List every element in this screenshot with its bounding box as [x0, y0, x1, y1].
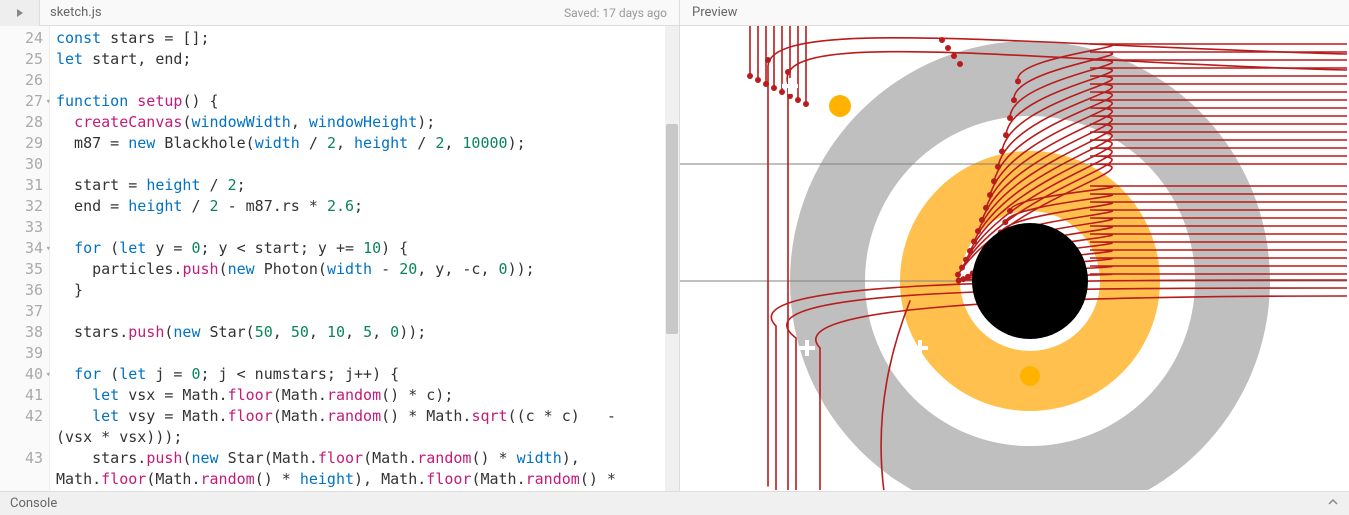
- scrollbar-thumb[interactable]: [666, 124, 678, 334]
- preview-header: Preview: [680, 0, 1349, 26]
- code-editor[interactable]: 2425262728293031323334353637383940414243…: [0, 26, 679, 491]
- preview-pane: Preview: [680, 0, 1349, 491]
- sketch-svg: [680, 26, 1347, 490]
- editor-pane: sketch.js Saved: 17 days ago 24252627282…: [0, 0, 680, 491]
- editor-scrollbar[interactable]: [665, 26, 679, 491]
- preview-canvas: [680, 26, 1349, 491]
- console-label: Console: [10, 496, 57, 511]
- editor-header: sketch.js Saved: 17 days ago: [0, 0, 679, 26]
- code-content[interactable]: const stars = [];let start, end;function…: [50, 26, 679, 491]
- console-bar[interactable]: Console: [0, 491, 1349, 515]
- preview-label: Preview: [680, 5, 749, 20]
- line-number-gutter: 2425262728293031323334353637383940414243…: [0, 26, 50, 491]
- sidebar-toggle-button[interactable]: [0, 0, 40, 26]
- filename-label: sketch.js: [40, 5, 552, 20]
- console-toggle-icon[interactable]: [1327, 496, 1339, 512]
- saved-status: Saved: 17 days ago: [552, 6, 679, 20]
